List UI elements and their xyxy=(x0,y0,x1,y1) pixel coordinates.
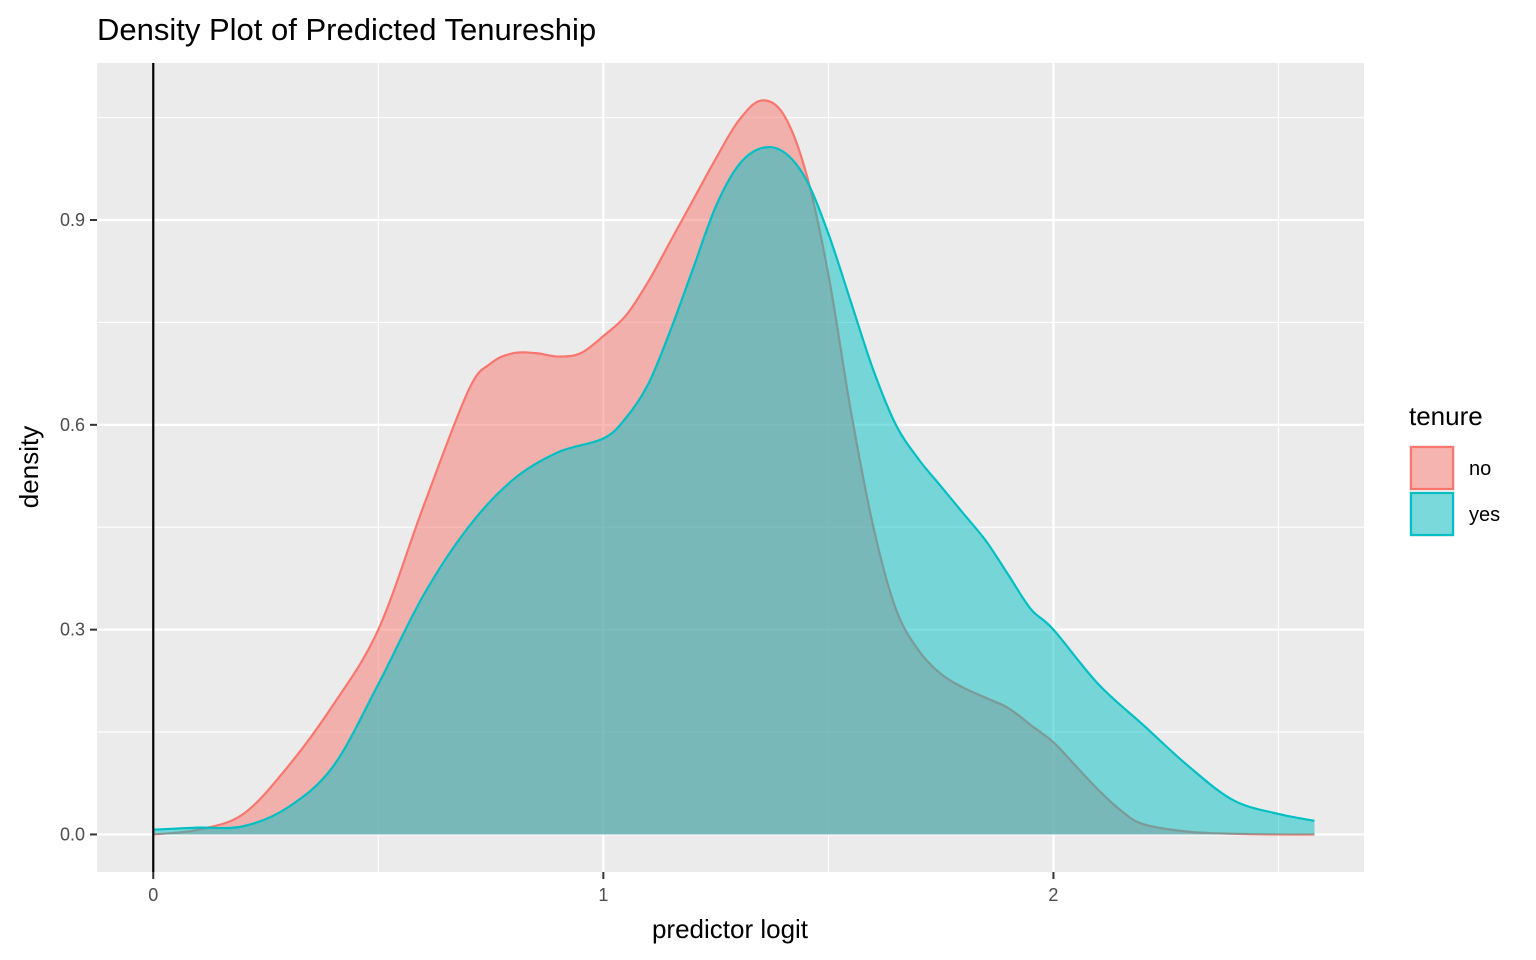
x-tick-label: 2 xyxy=(1048,885,1058,905)
x-tick-label: 0 xyxy=(148,885,158,905)
legend-label-yes: yes xyxy=(1469,504,1500,526)
density-area-yes xyxy=(153,147,1315,835)
density-areas xyxy=(153,99,1315,836)
y-axis-ticks: 0.0 0.3 0.6 0.9 xyxy=(60,210,97,844)
chart-title: Density Plot of Predicted Tenureship xyxy=(97,12,596,47)
y-tick-label: 0.3 xyxy=(60,620,85,640)
y-tick-label: 0.9 xyxy=(60,210,85,230)
legend-title: tenure xyxy=(1409,401,1483,431)
legend-label-no: no xyxy=(1469,458,1491,480)
y-tick-label: 0.0 xyxy=(60,824,85,844)
legend-key-no xyxy=(1409,445,1455,491)
x-axis-ticks: 0 1 2 xyxy=(148,872,1058,905)
x-tick-label: 1 xyxy=(598,885,608,905)
y-tick-label: 0.6 xyxy=(60,415,85,435)
density-line-yes xyxy=(153,145,1315,831)
y-axis-title: density xyxy=(14,426,44,508)
legend: tenure no yes xyxy=(1409,401,1500,537)
legend-key-yes xyxy=(1409,491,1455,537)
x-axis-title: predictor logit xyxy=(652,914,809,944)
